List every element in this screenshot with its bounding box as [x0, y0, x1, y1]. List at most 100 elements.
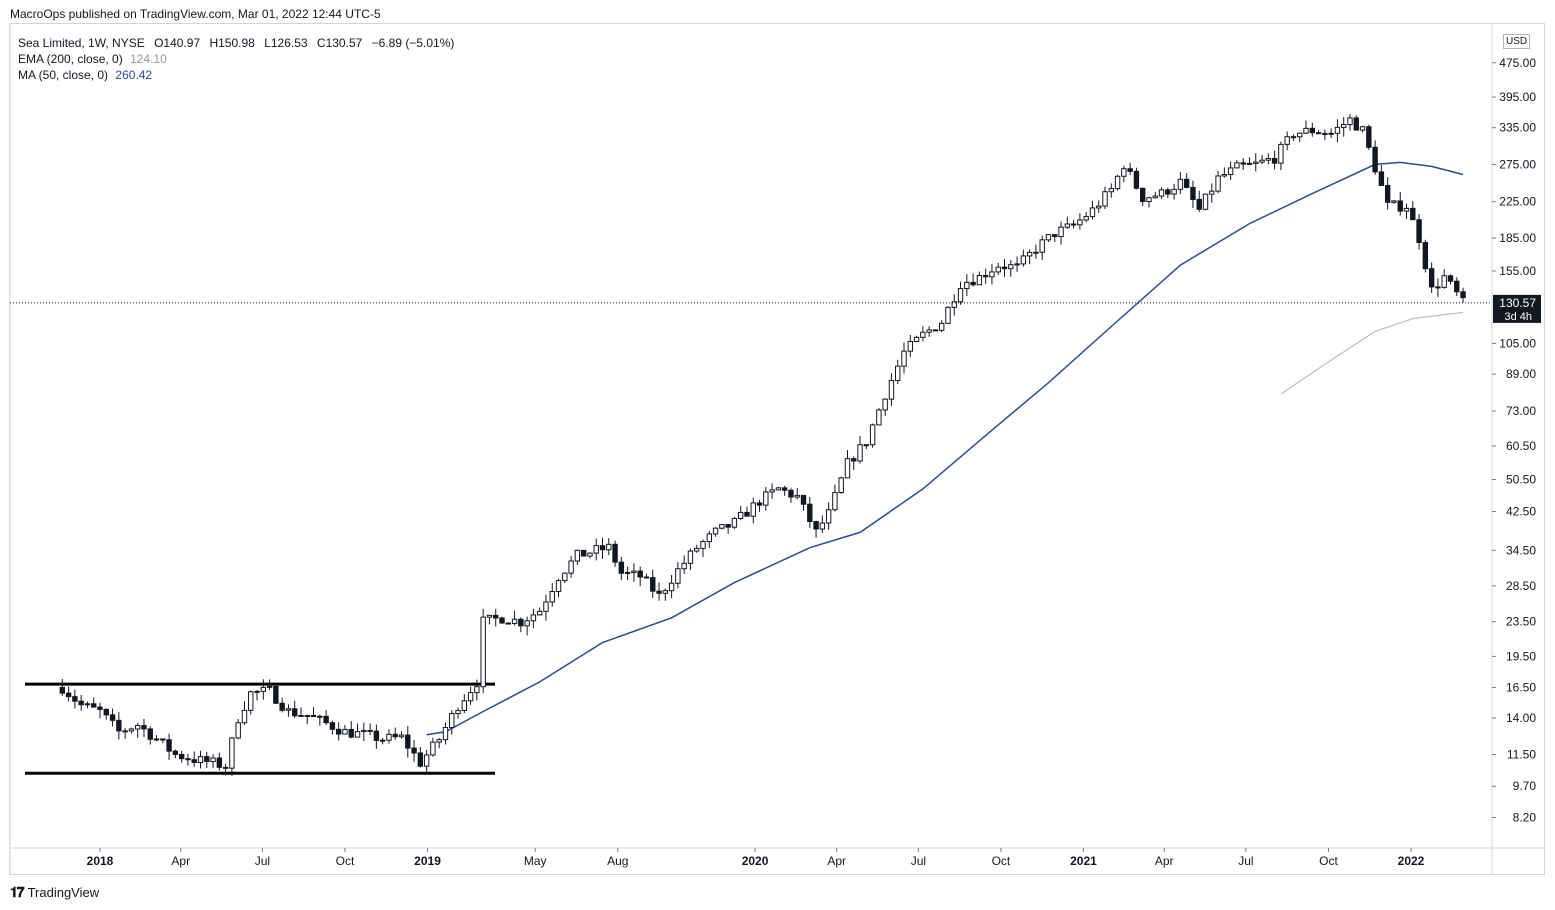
candle: [266, 679, 273, 690]
candle-down: [1315, 132, 1322, 135]
candle-up: [386, 733, 392, 741]
candle-up: [84, 703, 91, 706]
candle: [938, 320, 945, 333]
candle: [1328, 128, 1334, 138]
candle-down: [91, 703, 97, 708]
candle: [555, 578, 562, 598]
price-tick-label: 225.00: [1499, 195, 1536, 209]
candle: [197, 750, 204, 769]
ma-label[interactable]: MA (50, close, 0): [18, 68, 109, 82]
candle: [423, 749, 430, 774]
candle: [920, 326, 926, 342]
candle-down: [310, 714, 317, 718]
candle: [662, 588, 669, 601]
candle: [84, 701, 91, 709]
price-axis[interactable]: 475.00 395.00 335.00 275.00 225.00 185.00 155.…: [1492, 56, 1541, 825]
candle: [72, 689, 78, 709]
ma-50-line: [426, 161, 1464, 736]
candle-down: [392, 733, 398, 738]
time-tick-label: Jul: [911, 854, 926, 868]
candle: [511, 610, 518, 626]
symbol-legend[interactable]: Sea Limited, 1W, NYSE O140.97 H150.98 L1…: [18, 36, 454, 50]
ema-legend[interactable]: EMA (200, close, 0) 124.10: [18, 52, 167, 66]
close-value: C130.57: [316, 36, 363, 50]
candle-up: [951, 301, 957, 308]
candle: [1416, 214, 1422, 250]
price-tick-label: 60.50: [1506, 439, 1536, 453]
candle-up: [1227, 167, 1234, 176]
candle: [1454, 277, 1460, 297]
candle: [1309, 122, 1315, 137]
candle: [524, 616, 530, 636]
candle-up: [901, 350, 907, 367]
candle-up: [895, 365, 901, 381]
candle: [1171, 183, 1177, 200]
candle-down: [273, 685, 279, 704]
candle: [1259, 155, 1265, 165]
candle: [1290, 134, 1297, 141]
candle: [631, 563, 637, 582]
candle: [882, 398, 888, 416]
footer-brand[interactable]: 𝟏𝟕 TradingView: [10, 884, 99, 901]
candle: [1209, 183, 1215, 203]
candle-down: [1240, 162, 1246, 165]
candle: [417, 747, 424, 768]
candle: [951, 294, 957, 316]
candle: [989, 264, 995, 285]
candle: [292, 700, 298, 718]
candle: [606, 538, 612, 556]
time-tick-label: Apr: [827, 854, 846, 868]
price-tick-label: 16.50: [1506, 680, 1536, 694]
candle-down: [1322, 133, 1328, 136]
candle: [160, 738, 166, 744]
candle: [857, 436, 863, 464]
candle: [480, 608, 486, 694]
candle: [1240, 158, 1246, 170]
candle: [970, 273, 976, 287]
candle-down: [643, 576, 650, 579]
candle-down: [807, 503, 813, 523]
candle: [844, 450, 851, 479]
candle-up: [882, 398, 888, 411]
candle-up: [461, 700, 468, 712]
candle: [323, 710, 329, 726]
symbol-name[interactable]: Sea Limited, 1W, NYSE: [18, 36, 145, 50]
candle-up: [1221, 174, 1228, 177]
time-axis[interactable]: 2018 Apr Jul Oct 2019 May Aug 2020 Apr Jul Oct 2021…: [87, 848, 1425, 868]
candle-up: [266, 685, 273, 688]
candle-up: [920, 331, 926, 338]
candle-down: [335, 728, 342, 735]
candle-up: [1259, 159, 1265, 163]
candle: [505, 622, 511, 625]
candle: [681, 555, 687, 575]
candle: [436, 738, 442, 749]
candle-up: [631, 570, 637, 573]
candle-up: [210, 757, 216, 763]
currency-label[interactable]: USD: [1503, 34, 1531, 49]
candle: [1064, 216, 1071, 230]
candle: [769, 483, 775, 499]
candle-down: [1428, 268, 1435, 288]
price-tick-label: 50.50: [1506, 472, 1536, 486]
low-value: L126.53: [264, 36, 308, 50]
candle-up: [1341, 124, 1347, 128]
candle-up: [536, 610, 543, 616]
candle: [1284, 131, 1290, 151]
candle-up: [1209, 190, 1215, 195]
time-tick-label: Oct: [992, 854, 1011, 868]
candle: [907, 334, 913, 357]
last-price-badge: [1493, 294, 1541, 323]
ma-legend[interactable]: MA (50, close, 0) 260.42: [18, 68, 152, 82]
candle-up: [775, 487, 782, 491]
candle: [1422, 239, 1429, 273]
candle: [1221, 167, 1228, 178]
candle: [128, 727, 135, 734]
ema-label[interactable]: EMA (200, close, 0): [18, 52, 123, 66]
candle: [863, 444, 870, 450]
candle: [1146, 196, 1152, 208]
candle: [1052, 234, 1058, 243]
candle-down: [160, 738, 166, 741]
candle-down: [373, 730, 380, 741]
candle-down: [851, 458, 857, 462]
